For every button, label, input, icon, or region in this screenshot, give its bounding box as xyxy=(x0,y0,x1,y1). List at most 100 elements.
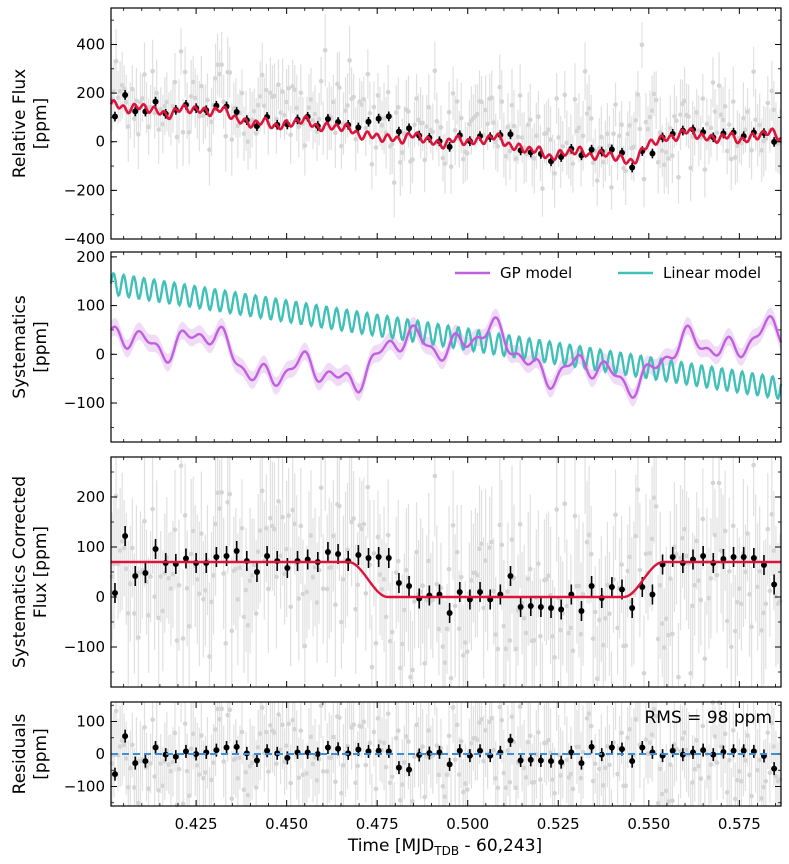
raw-point xyxy=(152,594,157,599)
raw-point xyxy=(467,121,472,127)
raw-point xyxy=(190,731,196,737)
raw-point xyxy=(706,775,712,780)
raw-point xyxy=(310,118,316,123)
raw-point xyxy=(605,582,610,588)
raw-point xyxy=(730,523,736,528)
raw-point xyxy=(499,99,505,104)
raw-point xyxy=(680,535,685,541)
raw-point xyxy=(724,148,730,154)
raw-point xyxy=(460,789,466,795)
raw-point xyxy=(355,763,360,769)
raw-point xyxy=(584,111,590,116)
raw-point xyxy=(491,120,497,125)
raw-point xyxy=(469,740,474,746)
raw-point xyxy=(637,567,643,573)
raw-point xyxy=(615,771,620,777)
raw-point xyxy=(550,634,555,639)
raw-point xyxy=(316,116,322,122)
legend-gp-label: GP model xyxy=(500,264,572,282)
raw-point xyxy=(639,42,645,48)
raw-point xyxy=(369,161,375,167)
raw-point xyxy=(554,507,559,512)
raw-point xyxy=(125,785,131,790)
raw-point xyxy=(328,755,334,760)
raw-point xyxy=(538,633,543,639)
raw-point xyxy=(130,545,135,551)
binned-corrected-point xyxy=(253,569,260,575)
raw-point xyxy=(142,725,147,730)
raw-point xyxy=(651,707,657,712)
raw-point xyxy=(513,646,519,652)
raw-point xyxy=(127,581,133,587)
raw-point xyxy=(367,740,373,746)
raw-point xyxy=(339,143,344,149)
raw-point xyxy=(119,82,125,88)
raw-point xyxy=(619,562,624,567)
raw-point xyxy=(194,577,200,582)
raw-point xyxy=(284,546,289,552)
raw-point xyxy=(264,526,269,531)
raw-point xyxy=(507,779,513,785)
raw-point xyxy=(696,763,702,769)
y-axis-label-line: Systematics Corrected xyxy=(10,476,30,668)
raw-point xyxy=(741,116,746,121)
raw-point xyxy=(298,523,304,529)
raw-point xyxy=(704,121,710,127)
raw-point xyxy=(383,614,389,620)
binned-residual-point xyxy=(740,747,747,754)
raw-point xyxy=(682,526,687,532)
raw-point xyxy=(475,737,480,743)
raw-point xyxy=(251,562,257,568)
raw-point xyxy=(728,644,734,650)
raw-point xyxy=(546,737,551,743)
raw-point xyxy=(745,531,750,536)
raw-point xyxy=(495,646,501,652)
raw-point xyxy=(765,100,771,106)
raw-point xyxy=(186,793,192,799)
raw-point xyxy=(186,623,192,629)
raw-point xyxy=(521,765,527,771)
raw-point xyxy=(288,780,293,786)
y-axis-label: Residuals[ppm] xyxy=(10,714,51,795)
raw-point xyxy=(156,615,162,621)
raw-point xyxy=(708,762,714,767)
raw-point xyxy=(698,597,704,603)
binned-residual-point xyxy=(142,758,149,765)
raw-point xyxy=(400,150,405,155)
raw-point xyxy=(395,104,401,110)
raw-point xyxy=(582,69,588,74)
raw-point xyxy=(617,133,622,139)
raw-point xyxy=(278,553,283,559)
raw-point xyxy=(304,589,310,595)
raw-point xyxy=(395,558,401,564)
raw-point xyxy=(404,567,409,573)
raw-point xyxy=(288,604,293,610)
raw-point xyxy=(132,611,137,616)
raw-point xyxy=(152,774,157,779)
raw-point xyxy=(521,615,527,621)
binned-residual-point xyxy=(639,744,646,751)
raw-point xyxy=(674,551,679,557)
binned-residual-point xyxy=(588,743,595,750)
raw-point xyxy=(367,110,373,116)
raw-point xyxy=(300,591,306,597)
raw-point xyxy=(722,528,728,534)
raw-point xyxy=(444,772,450,778)
binned-corrected-point xyxy=(537,604,544,610)
binned-flux-point xyxy=(355,124,362,131)
raw-point xyxy=(199,531,204,536)
raw-point xyxy=(249,760,255,766)
raw-point xyxy=(148,574,153,579)
raw-point xyxy=(268,90,273,96)
raw-point xyxy=(136,635,141,640)
binned-corrected-point xyxy=(669,554,676,560)
raw-point xyxy=(286,513,291,518)
raw-point xyxy=(178,463,184,468)
binned-corrected-point xyxy=(527,603,534,609)
raw-point xyxy=(580,591,586,597)
full-model-line xyxy=(109,98,783,165)
raw-point xyxy=(568,771,574,777)
raw-point xyxy=(160,783,166,789)
raw-point xyxy=(284,99,289,105)
y-axis-label-line: [ppm] xyxy=(31,728,51,779)
